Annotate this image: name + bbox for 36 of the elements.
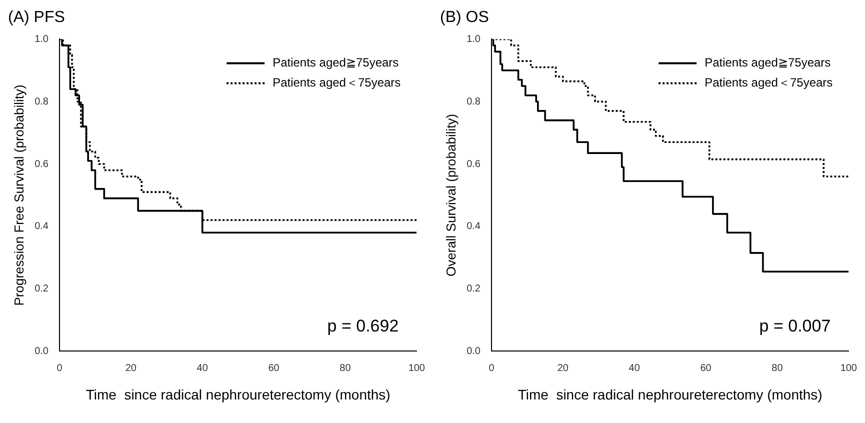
- y-tick-label: 1.0: [34, 34, 49, 45]
- y-tick-label: 0.0: [34, 346, 49, 357]
- x-tick-label: 60: [268, 362, 280, 374]
- y-tick-label: 0.8: [34, 96, 49, 108]
- x-tick-label: 40: [628, 362, 640, 374]
- y-tick-label: 0.4: [34, 221, 49, 232]
- legend-label: Patients aged＜75years: [704, 76, 833, 90]
- y-tick-label: 0.2: [34, 284, 49, 295]
- y-tick-label: 0.6: [466, 158, 481, 170]
- y-tick-label: 1.0: [466, 34, 481, 45]
- x-tick-label: 40: [196, 362, 208, 374]
- y-tick-label: 0.4: [466, 221, 481, 232]
- y-tick-label: 0.0: [466, 346, 481, 357]
- x-tick-label: 100: [840, 362, 858, 374]
- y-tick-label: 0.6: [34, 158, 49, 170]
- x-tick-label: 20: [125, 362, 137, 374]
- y-axis-title: Progression Free Survival (probability): [11, 84, 26, 306]
- x-tick-label: 0: [488, 362, 495, 374]
- x-tick-label: 20: [557, 362, 569, 374]
- legend-label: Patients aged＜75years: [272, 76, 401, 90]
- x-axis-title: Time since radical nephroureterectomy (months): [86, 386, 390, 402]
- x-tick-label: 80: [340, 362, 352, 374]
- x-tick-label: 60: [700, 362, 712, 374]
- legend-label: Patients aged≧75years: [704, 56, 831, 70]
- x-tick-label: 0: [56, 362, 63, 374]
- legend-label: Patients aged≧75years: [272, 56, 399, 70]
- y-axis-title: Overall Survival (probability): [443, 114, 458, 276]
- annotation: p = 0.692: [327, 316, 399, 336]
- x-axis-title: Time since radical nephroureterectomy (months): [518, 386, 822, 402]
- x-tick-label: 100: [408, 362, 426, 374]
- y-tick-label: 0.2: [466, 284, 481, 295]
- chart-title: (B) OS: [440, 9, 489, 26]
- x-tick-label: 80: [772, 362, 784, 374]
- y-tick-label: 0.8: [466, 96, 481, 108]
- chart-title: (A) PFS: [8, 9, 65, 26]
- annotation: p = 0.007: [759, 316, 831, 336]
